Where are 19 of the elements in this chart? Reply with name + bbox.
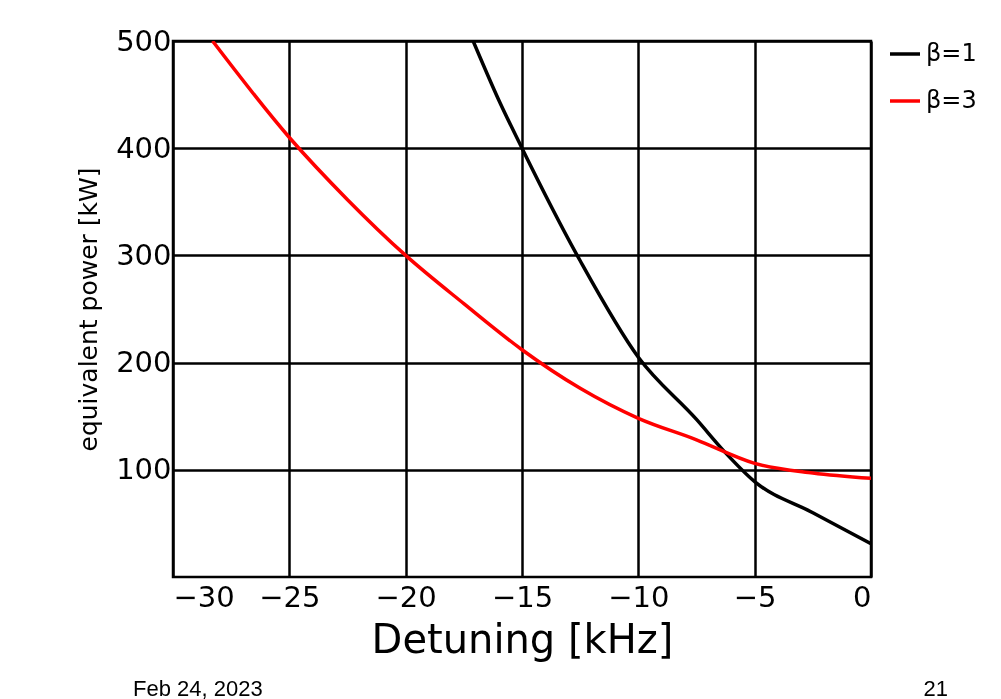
y-axis-title: equivalent power [kW] bbox=[74, 167, 104, 452]
y-tick-label: 200 bbox=[116, 345, 172, 380]
text: Feb 24, 2023 bbox=[133, 676, 263, 699]
x-tick-label: −5 bbox=[733, 579, 777, 614]
text: 21 bbox=[923, 676, 948, 699]
x-tick-label: 0 bbox=[853, 579, 872, 614]
x-tick-label: −10 bbox=[608, 579, 670, 614]
x-tick-label: −30 bbox=[173, 579, 235, 614]
line-series bbox=[210, 41, 871, 481]
y-tick-label: 300 bbox=[116, 237, 172, 272]
y-tick-label: 400 bbox=[116, 130, 172, 165]
y-tick-label: 500 bbox=[116, 23, 172, 58]
legend-label: β=1 bbox=[926, 39, 977, 67]
legend-label: β=3 bbox=[926, 86, 977, 114]
x-tick-label: −15 bbox=[491, 579, 554, 614]
x-tick-label: −20 bbox=[375, 579, 437, 614]
x-tick-label: −25 bbox=[259, 579, 321, 614]
y-tick-label: 100 bbox=[116, 452, 172, 487]
x-axis-title: Detuning [kHz] bbox=[371, 615, 674, 662]
